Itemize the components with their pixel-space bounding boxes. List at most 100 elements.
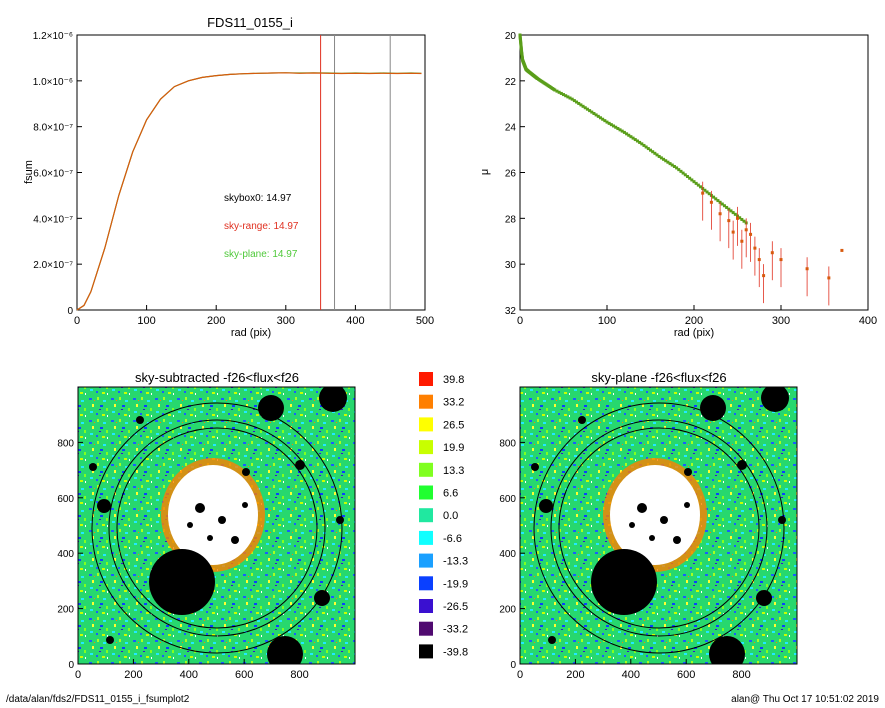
x-tick-label: 200 xyxy=(685,315,703,327)
plot-frame xyxy=(519,34,869,311)
y-tick-label: 26 xyxy=(505,169,517,180)
mask xyxy=(709,636,745,664)
mask xyxy=(314,590,330,606)
y-tick-label: 24 xyxy=(505,123,517,134)
profile-point-green xyxy=(659,156,663,160)
y-tick-label: 800 xyxy=(57,438,74,449)
x-axis-ticks: 0 100 200 300 400 xyxy=(517,305,877,327)
profile-point-green xyxy=(577,101,581,105)
x-tick-label: 200 xyxy=(124,669,142,681)
y-tick-label: 200 xyxy=(57,605,74,616)
colorbar: 39.8 33.2 26.5 19.9 13.3 6.6 0.0 -6.6 -13.3 -19.9… xyxy=(419,372,468,659)
x-tick-label: 600 xyxy=(677,669,695,681)
profile-point-green xyxy=(692,180,696,184)
profile-point-green xyxy=(583,106,587,110)
y-axis-ticks: 20 22 24 26 28 30 32 xyxy=(505,31,525,317)
profile-point-green xyxy=(725,205,729,209)
x-axis-label: rad (pix) xyxy=(231,327,271,339)
mask xyxy=(700,395,726,421)
profile-point-green xyxy=(614,125,618,129)
profile-point-green xyxy=(731,211,735,215)
profile-point-green xyxy=(635,139,639,143)
profile-point-green xyxy=(588,109,592,113)
y-tick-label: 400 xyxy=(57,549,74,560)
profile-point-green xyxy=(699,185,703,189)
chart-title: FDS11_0155_i xyxy=(207,15,293,30)
x-tick-label: 0 xyxy=(517,315,523,327)
profile-point-green xyxy=(622,130,626,134)
plot-frame xyxy=(76,34,426,311)
profile-point-green xyxy=(631,136,635,140)
y-tick-label: 600 xyxy=(499,494,516,505)
profile-point-green xyxy=(607,121,611,125)
profile-chart: 0 100 200 300 400 20 22 24 26 28 30 32 rad (pix) μ xyxy=(479,31,877,339)
profile-point-orange xyxy=(749,232,753,236)
image-frame xyxy=(519,386,798,665)
colorbar-swatch xyxy=(419,599,433,613)
mask xyxy=(684,502,690,508)
x-axis-ticks: 0 200 400 600 800 xyxy=(75,659,309,681)
profile-point-green xyxy=(605,120,609,124)
profile-point-green xyxy=(603,119,607,123)
profile-point-green xyxy=(616,127,620,131)
mask xyxy=(673,536,681,544)
profile-point-green xyxy=(668,162,672,166)
profile-point-green xyxy=(601,117,605,121)
profile-point-green xyxy=(681,171,685,175)
sky-subtracted-image: sky-subtracted -f26<flux<f26 xyxy=(57,370,356,681)
x-tick-label: 400 xyxy=(346,315,364,327)
colorbar-swatch xyxy=(419,417,433,432)
profile-point-green xyxy=(683,173,687,177)
profile-point-green xyxy=(685,175,689,179)
x-tick-label: 300 xyxy=(772,315,790,327)
y-tick-label: 20 xyxy=(505,31,517,42)
profile-point-green xyxy=(651,150,655,154)
annotation-skybox0: skybox0: 14.97 xyxy=(224,193,292,204)
profile-point-orange xyxy=(731,230,735,234)
y-axis-ticks: 0 2.0×10⁻⁷ 4.0×10⁻⁷ 6.0×10⁻⁷ 8.0×10⁻⁷ 1.0×10⁻… xyxy=(33,31,82,317)
profile-point-green xyxy=(696,183,700,187)
mask-large-star xyxy=(591,549,657,615)
fsum-series-green xyxy=(76,72,422,311)
profile-point-orange xyxy=(727,219,731,223)
y-tick-label: 200 xyxy=(499,605,516,616)
y-tick-label: 4.0×10⁻⁷ xyxy=(33,214,73,225)
profile-point-orange xyxy=(762,274,766,278)
profile-point-green xyxy=(646,147,650,151)
profile-point-orange xyxy=(779,258,783,262)
chart-title: sky-subtracted -f26<flux<f26 xyxy=(135,370,299,385)
mask xyxy=(539,499,553,513)
colorbar-label: 26.5 xyxy=(443,419,464,431)
profile-point-green xyxy=(712,195,716,199)
profile-point-orange xyxy=(757,258,761,262)
y-tick-label: 22 xyxy=(505,77,517,88)
ring-inner xyxy=(558,427,760,629)
y-tick-label: 0 xyxy=(510,660,516,671)
profile-point-green xyxy=(694,181,698,185)
colorbar-swatch xyxy=(419,644,433,659)
fsum-chart: FDS11_0155_i 0 100 200 300 400 500 0 2.0×10⁻⁷ 4… xyxy=(23,15,434,339)
mask xyxy=(106,636,114,644)
figure-canvas: FDS11_0155_i 0 100 200 300 400 500 02.0×10⁻⁷4… xyxy=(23,15,877,681)
profile-point-orange xyxy=(701,191,705,195)
profile-point-green xyxy=(662,157,666,161)
mask xyxy=(207,535,213,541)
colorbar-label: 13.3 xyxy=(443,465,464,477)
colorbar-swatch xyxy=(419,508,433,523)
colorbar-label: -33.2 xyxy=(443,624,468,636)
mask xyxy=(548,636,556,644)
mask xyxy=(218,516,226,524)
x-tick-label: 100 xyxy=(598,315,616,327)
mask xyxy=(267,636,303,664)
annotation-sky-range: sky-range: 14.97 xyxy=(224,221,299,232)
profile-point-green xyxy=(733,212,737,216)
x-tick-label: 400 xyxy=(622,669,640,681)
y-tick-label: 1.2×10⁻⁶ xyxy=(33,31,73,42)
y-axis-label: μ xyxy=(479,169,491,175)
x-tick-label: 500 xyxy=(416,315,434,327)
colorbar-swatch xyxy=(419,440,433,455)
x-axis-ticks: 0 200 400 600 800 xyxy=(517,659,751,681)
mask xyxy=(756,590,772,606)
colorbar-label: -26.5 xyxy=(443,601,468,613)
profile-point-green xyxy=(579,103,583,107)
